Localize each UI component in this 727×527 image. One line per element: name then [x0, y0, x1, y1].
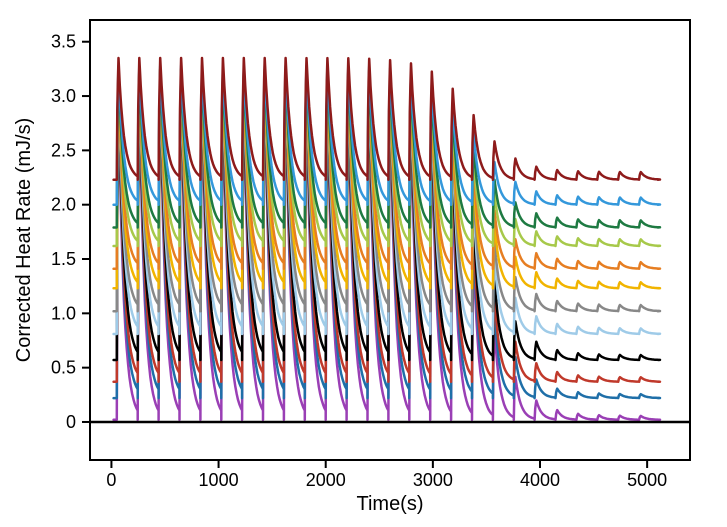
ytick-label: 1.5: [51, 249, 76, 269]
ytick-label: 1.0: [51, 303, 76, 323]
ytick-label: 0.5: [51, 358, 76, 378]
ytick-label: 3.0: [51, 86, 76, 106]
xtick-label: 2000: [306, 470, 346, 490]
xtick-label: 3000: [413, 470, 453, 490]
ytick-label: 3.5: [51, 32, 76, 52]
xtick-label: 4000: [520, 470, 560, 490]
xtick-label: 0: [106, 470, 116, 490]
y-axis-label: Corrected Heat Rate (mJ/s): [13, 118, 35, 363]
xtick-label: 5000: [627, 470, 667, 490]
chart-svg: 0 1000 2000 3000 4000 5000 0 0.5 1.0 1.5 2.0 2.5 3.0…: [0, 0, 727, 527]
ytick-label: 2.0: [51, 195, 76, 215]
x-axis-label: Time(s): [356, 493, 423, 515]
xtick-label: 1000: [199, 470, 239, 490]
itc-thermogram-chart: 0 1000 2000 3000 4000 5000 0 0.5 1.0 1.5 2.0 2.5 3.0…: [0, 0, 727, 527]
ytick-label: 0: [66, 412, 76, 432]
ytick-label: 2.5: [51, 140, 76, 160]
